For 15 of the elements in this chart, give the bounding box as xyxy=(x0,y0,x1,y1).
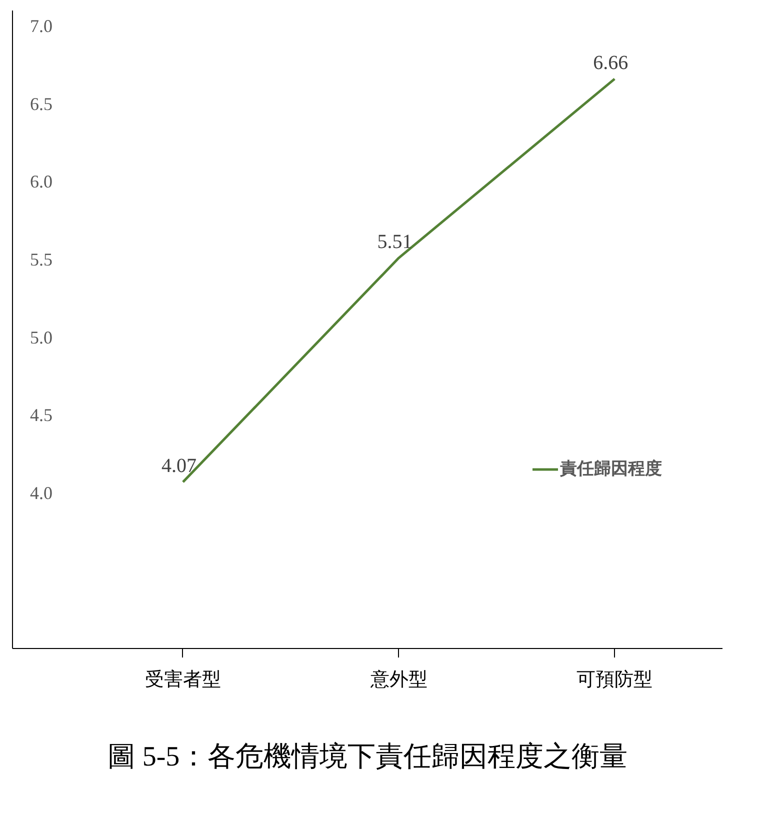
x-tick-label: 可預防型 xyxy=(576,670,653,690)
caption: 圖 5-5：各危機情境下責任歸因程度之衡量 xyxy=(107,742,628,772)
y-tick-label: 5.0 xyxy=(30,327,52,348)
y-tick-label: 6.5 xyxy=(30,94,52,114)
data-label: 4.07 xyxy=(161,455,196,477)
y-tick-label: 4.0 xyxy=(30,482,52,503)
x-tick-label: 受害者型 xyxy=(144,668,221,690)
y-tick-label: 4.5 xyxy=(30,405,52,426)
x-tick-label: 意外型 xyxy=(369,670,428,690)
y-tick-label: 6.0 xyxy=(30,172,52,192)
data-label: 6.66 xyxy=(593,52,628,74)
data-label: 5.51 xyxy=(377,230,412,253)
legend-label: 責任歸因程度 xyxy=(560,458,662,480)
y-tick-label: 7.0 xyxy=(30,16,52,36)
y-tick-label: 5.5 xyxy=(30,249,52,270)
